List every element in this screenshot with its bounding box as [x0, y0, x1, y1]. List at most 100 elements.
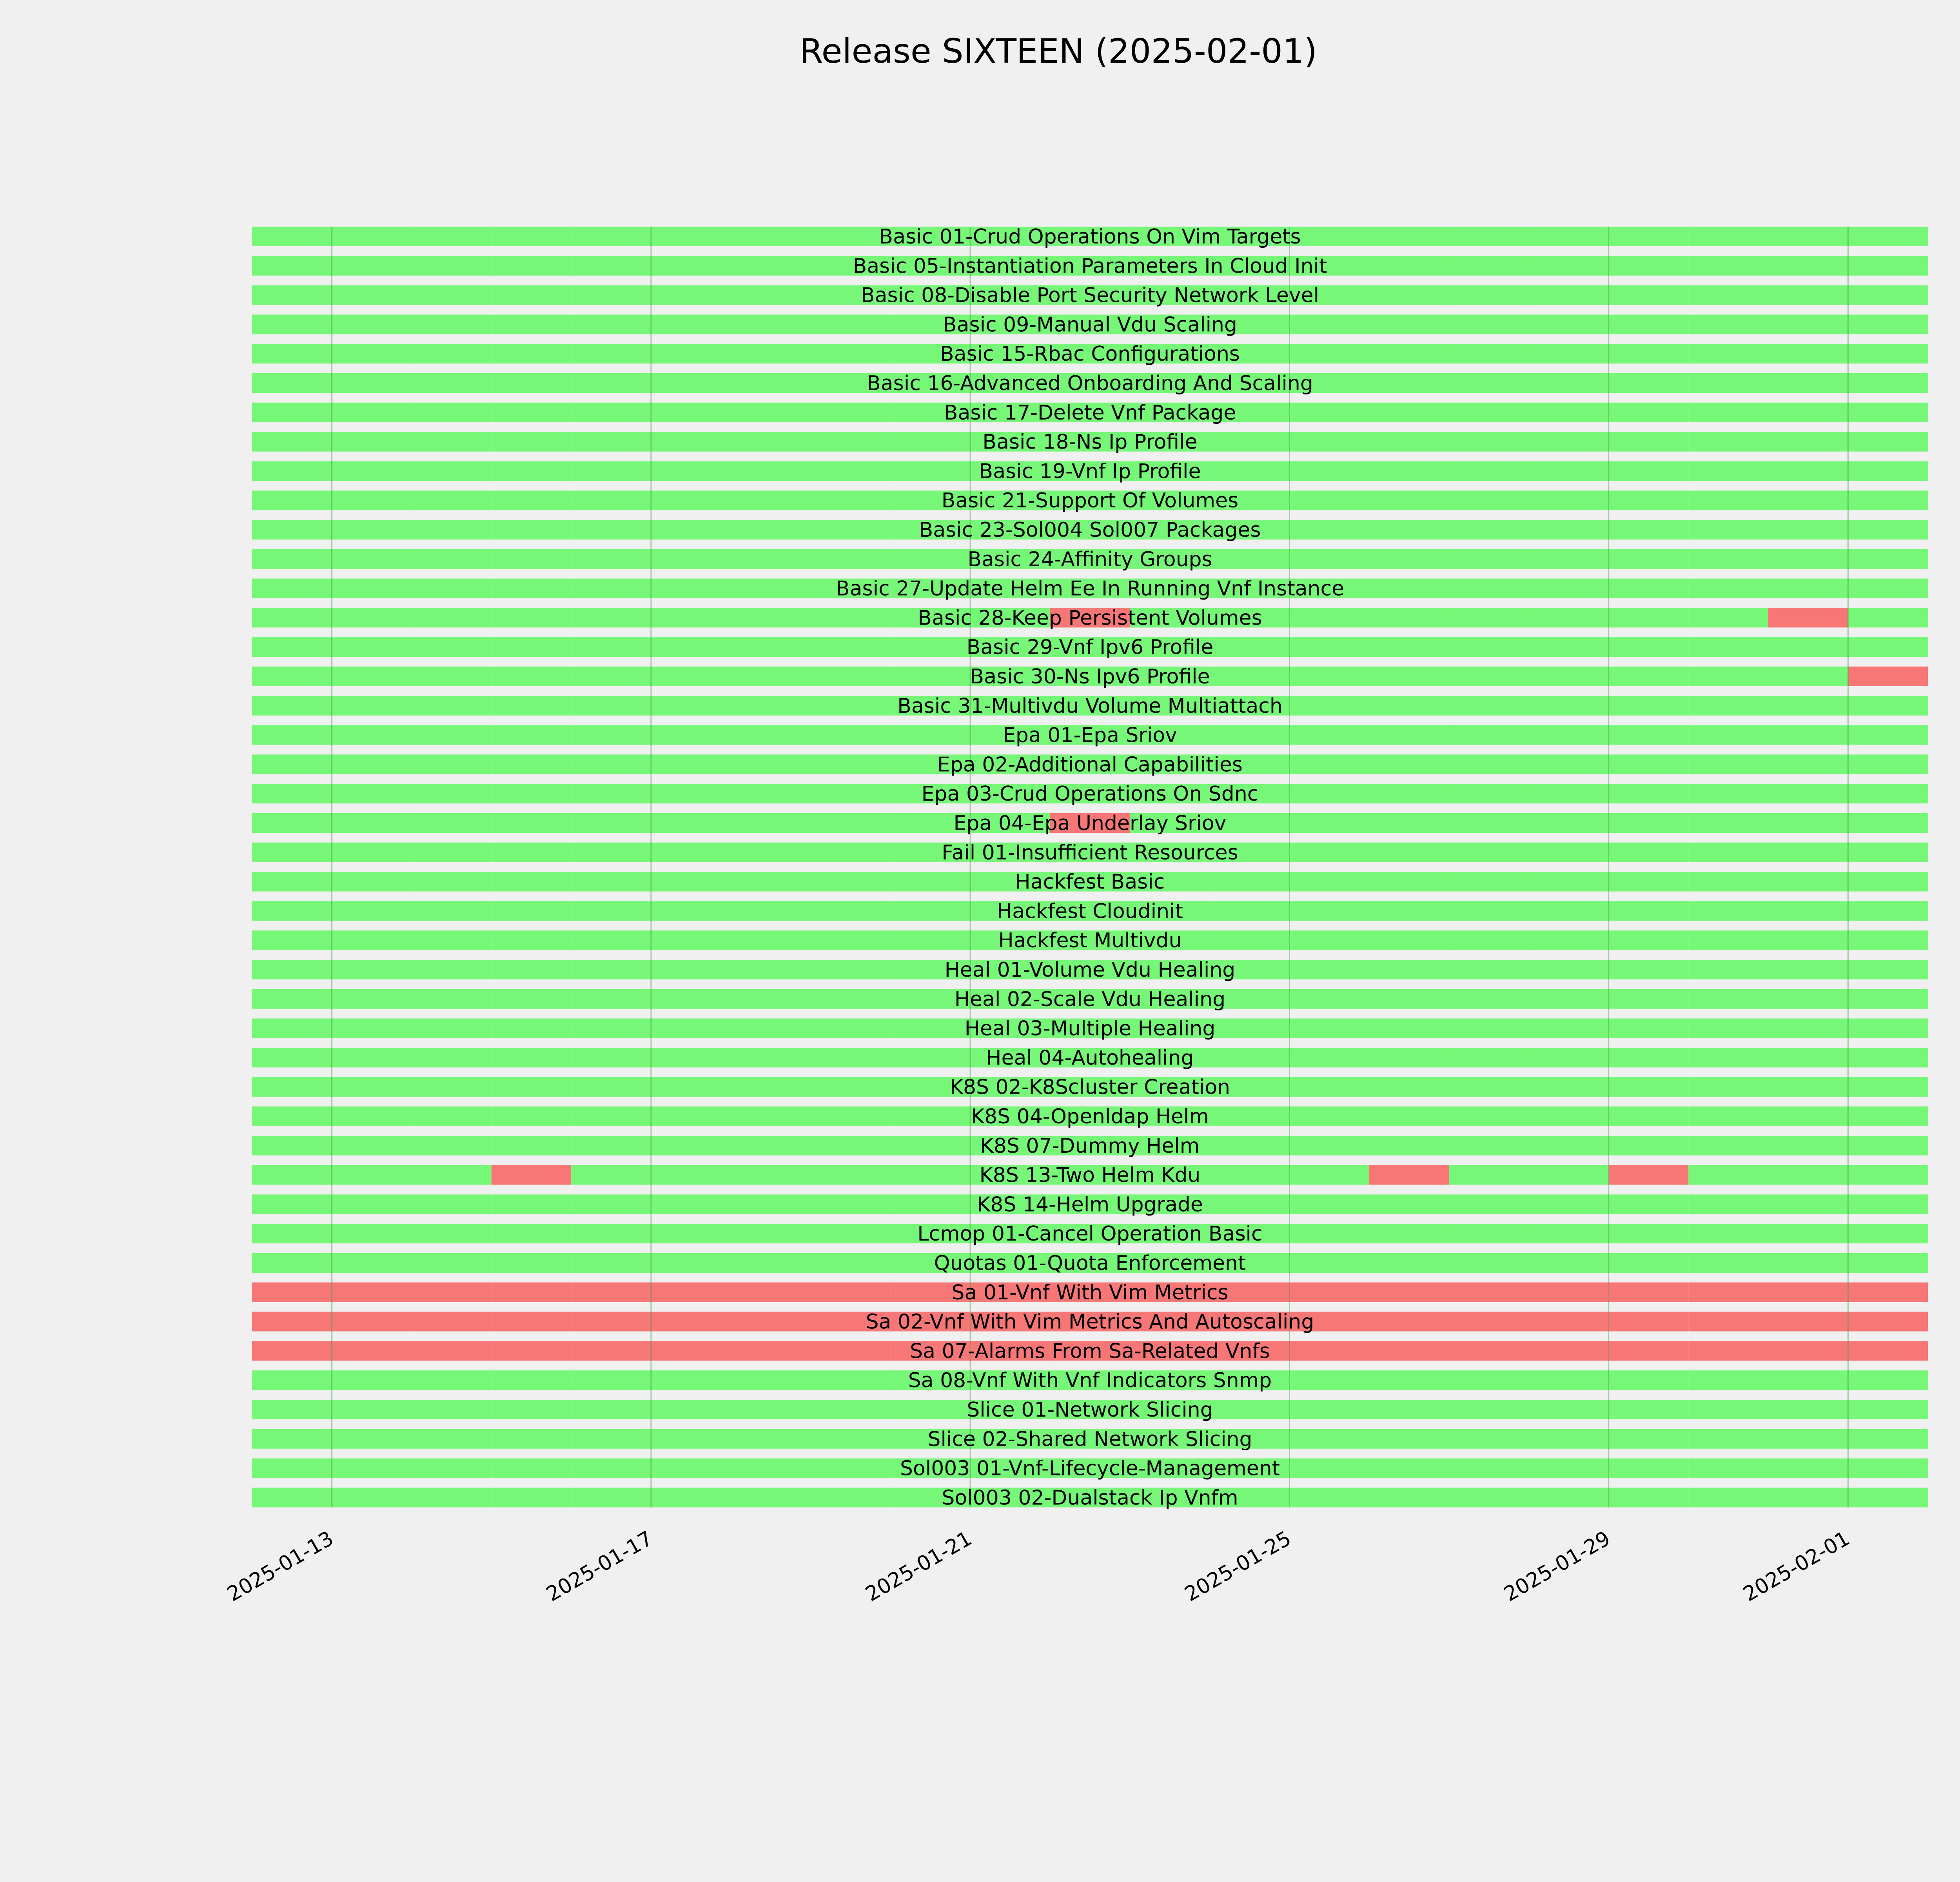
day-bar-pass [412, 696, 492, 716]
day-bar-pass [252, 989, 332, 1009]
day-bar-pass [731, 373, 811, 393]
day-bar-pass [1608, 1018, 1689, 1038]
row-label: Heal 03-Multiple Healing [965, 1017, 1216, 1041]
test-row [252, 637, 1928, 657]
day-bar-pass [571, 1106, 651, 1126]
day-bar-pass [811, 1370, 891, 1390]
day-bar-pass [332, 1458, 412, 1478]
day-bar-pass [1369, 256, 1449, 276]
day-bar-pass [1050, 1224, 1130, 1244]
day-bar-pass [1608, 960, 1689, 979]
day-bar-pass [332, 813, 412, 833]
day-bar-pass [1529, 490, 1609, 510]
day-bar-fail [1608, 1341, 1689, 1361]
day-bar-pass [1289, 1224, 1369, 1244]
day-bar-fail [412, 1312, 492, 1332]
day-bar-pass [1529, 813, 1609, 833]
day-bar-pass [1529, 667, 1609, 686]
day-bar-pass [970, 1458, 1050, 1478]
row-label: Basic 28-Keep Persistent Volumes [918, 606, 1262, 630]
day-bar-pass [1529, 1018, 1609, 1038]
day-bar-pass [1130, 1106, 1210, 1126]
test-row [252, 578, 1928, 598]
day-bar-pass [1529, 901, 1609, 921]
day-bar-fail [1209, 1282, 1290, 1302]
day-bar-pass [1369, 1400, 1449, 1419]
day-bar-pass [252, 1018, 332, 1038]
day-bar-pass [1688, 637, 1768, 657]
day-bar-pass [1369, 725, 1449, 745]
day-bar-pass [252, 960, 332, 979]
day-bar-pass [332, 960, 412, 979]
day-bar-pass [651, 1194, 731, 1214]
day-bar-pass [1608, 285, 1689, 305]
day-bar-pass [1608, 696, 1689, 716]
day-bar-pass [1130, 578, 1210, 598]
day-bar-fail [1608, 1165, 1689, 1185]
test-row [252, 1048, 1928, 1068]
row-label: Slice 01-Network Slicing [967, 1398, 1213, 1422]
test-row [252, 608, 1928, 628]
day-bar-pass [1608, 901, 1689, 921]
day-bar-pass [332, 667, 412, 686]
day-bar-pass [1608, 813, 1689, 833]
day-bar-pass [1529, 960, 1609, 979]
day-bar-pass [1209, 667, 1290, 686]
day-bar-pass [1688, 1458, 1768, 1478]
test-row [252, 1370, 1928, 1390]
day-bar-pass [1608, 608, 1689, 628]
day-bar-pass [970, 227, 1050, 246]
day-bar-pass [1209, 872, 1290, 892]
day-bar-fail [491, 1312, 572, 1332]
day-bar-pass [970, 1106, 1050, 1126]
day-bar-pass [332, 256, 412, 276]
day-bar-pass [332, 696, 412, 716]
day-bar-pass [1449, 1018, 1529, 1038]
day-bar-pass [1608, 754, 1689, 774]
day-bar-pass [890, 901, 971, 921]
day-bar-pass [970, 784, 1050, 804]
day-bar-pass [571, 227, 651, 246]
day-bar-pass [1369, 1429, 1449, 1449]
day-bar-pass [491, 1135, 572, 1155]
row-label: Basic 24-Affinity Groups [967, 548, 1212, 571]
day-bar-pass [571, 490, 651, 510]
day-bar-pass [811, 637, 891, 657]
day-bar-pass [1608, 1488, 1689, 1508]
day-bar-pass [571, 1194, 651, 1214]
day-bar-fail [332, 1282, 412, 1302]
day-bar-pass [412, 1458, 492, 1478]
day-bar-pass [1050, 373, 1130, 393]
day-bar-fail [1688, 1312, 1768, 1332]
day-bar-pass [1369, 901, 1449, 921]
day-bar-pass [252, 637, 332, 657]
day-bar-pass [1289, 842, 1369, 862]
day-bar-pass [1050, 754, 1130, 774]
day-bar-pass [571, 578, 651, 598]
day-bar-fail [970, 1312, 1050, 1332]
day-bar-pass [1608, 461, 1689, 481]
day-bar-pass [1209, 901, 1290, 921]
day-bar-pass [1130, 1165, 1210, 1185]
day-bar-pass [1130, 1048, 1210, 1068]
day-bar-pass [1449, 520, 1529, 540]
day-bar-pass [1289, 461, 1369, 481]
day-bar-pass [1289, 1106, 1369, 1126]
day-bar-pass [731, 1077, 811, 1097]
row-label: Basic 01-Crud Operations On Vim Targets [879, 225, 1301, 249]
day-bar-pass [1449, 1400, 1529, 1419]
day-bar-pass [1050, 432, 1130, 452]
day-bar-pass [811, 373, 891, 393]
day-bar-pass [1289, 344, 1369, 364]
day-bar-pass [1289, 872, 1369, 892]
day-bar-pass [1130, 1253, 1210, 1273]
day-bar-fail [1848, 1282, 1928, 1302]
day-bar-pass [1688, 696, 1768, 716]
day-bar-pass [1688, 989, 1768, 1009]
day-bar-pass [1608, 784, 1689, 804]
day-bar-pass [1289, 1135, 1369, 1155]
day-bar-pass [970, 696, 1050, 716]
day-bar-pass [1449, 1253, 1529, 1273]
day-bar-pass [731, 608, 811, 628]
day-bar-pass [1768, 754, 1848, 774]
